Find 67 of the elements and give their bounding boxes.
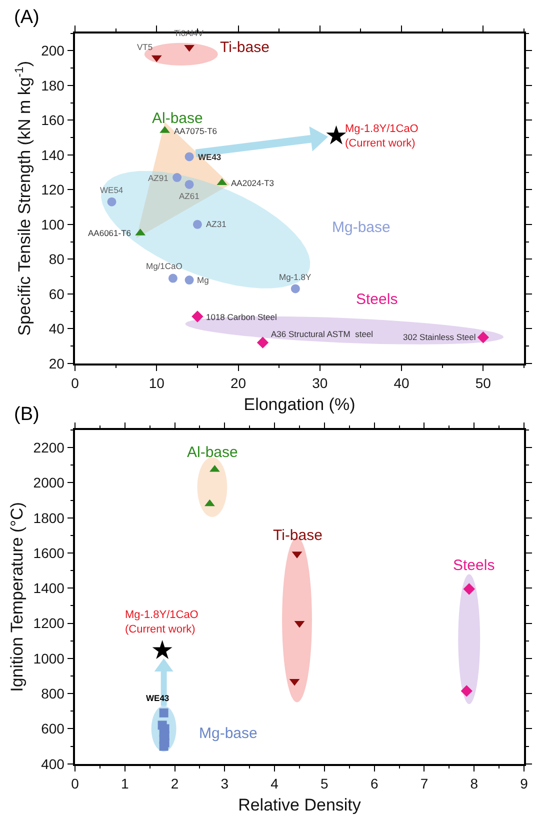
- annotation: AZ31: [206, 219, 227, 229]
- y-tick-label: 1800: [33, 510, 65, 526]
- series-label: Al-base: [187, 444, 238, 461]
- x-axis-title: Relative Density: [238, 795, 362, 814]
- annotation: AZ61: [179, 191, 200, 201]
- x-tick-label: 20: [230, 374, 246, 391]
- x-tick-label: 9: [520, 775, 528, 792]
- x-tick-label: 0: [71, 775, 80, 792]
- x-tick-label: 5: [320, 775, 329, 792]
- x-tick-label: 8: [470, 775, 478, 792]
- x-tick-label: 2: [170, 775, 179, 792]
- y-tick-label: 140: [41, 146, 65, 163]
- series-label: Ti-base: [273, 527, 322, 544]
- y-tick-label: 600: [41, 720, 65, 737]
- y-tick-label: 160: [41, 112, 65, 128]
- annotation: WE43: [146, 693, 170, 703]
- x-tick-label: 1: [120, 775, 129, 792]
- y-tick-label: 120: [41, 182, 65, 198]
- y-tick-label: 1400: [33, 580, 65, 596]
- y-tick-label: 200: [41, 42, 65, 59]
- y-tick-label: 800: [41, 685, 65, 702]
- chart-title: (A): [14, 7, 40, 28]
- annotation: 302 Stainless Steel: [403, 332, 476, 342]
- y-tick-label: 2200: [33, 439, 65, 456]
- y-tick-label: 40: [48, 320, 65, 337]
- x-tick-label: 4: [270, 775, 279, 792]
- y-tick-label: 60: [48, 286, 65, 302]
- y-tick-label: 100: [41, 216, 65, 232]
- annotation: Mg-1.8Y/1CaO (Current work): [345, 123, 419, 150]
- y-tick-label: 1600: [33, 544, 65, 561]
- annotation: Mg: [197, 275, 210, 285]
- x-tick-label: 30: [312, 374, 328, 391]
- y-tick-label: 2000: [33, 474, 65, 491]
- series-label: Steels: [453, 557, 495, 574]
- x-tick-label: 50: [475, 374, 492, 391]
- x-tick-label: 7: [420, 775, 428, 792]
- x-tick-label: 6: [370, 775, 378, 792]
- y-tick-label: 1200: [33, 615, 65, 632]
- x-tick-label: 3: [220, 775, 229, 792]
- series-label: Al-base: [152, 110, 203, 127]
- x-tick-label: 10: [148, 374, 165, 391]
- annotation: Mg/1CaO: [146, 261, 183, 271]
- text: Steels: [356, 291, 398, 308]
- annotation: AA6061-T6: [88, 228, 132, 238]
- annotation: WE43: [198, 152, 222, 162]
- y-axis-title: Ignition Temperature (°C): [7, 502, 26, 692]
- annotation: AA2024-T3: [231, 178, 274, 188]
- annotation: Mg-1.8Y/1CaO (Current work): [125, 609, 199, 636]
- x-tick-label: 40: [394, 374, 410, 391]
- y-tick-label: 20: [48, 355, 65, 372]
- y-tick-label: 400: [41, 756, 65, 772]
- x-tick-label: 0: [71, 374, 80, 391]
- annotation: AZ91: [148, 173, 169, 183]
- series-label: Mg-base: [199, 725, 258, 742]
- annotation: AA7075-T6: [174, 126, 218, 136]
- text: Mg-base: [332, 219, 390, 236]
- x-axis-title: Elongation (%): [244, 394, 356, 414]
- y-tick-label: 180: [41, 77, 65, 94]
- y-tick-label: 1000: [33, 650, 65, 666]
- annotation: A36 Structural ASTM steel: [271, 329, 374, 339]
- annotation: WE54: [100, 185, 124, 195]
- series-label: Ti-base: [220, 39, 270, 56]
- annotation: Mg-1.8Y: [279, 272, 312, 282]
- y-tick-label: 80: [48, 251, 65, 268]
- annotation: VT5: [137, 42, 153, 52]
- chart-title: (B): [14, 404, 40, 425]
- annotation: 1018 Carbon Steel: [206, 312, 277, 322]
